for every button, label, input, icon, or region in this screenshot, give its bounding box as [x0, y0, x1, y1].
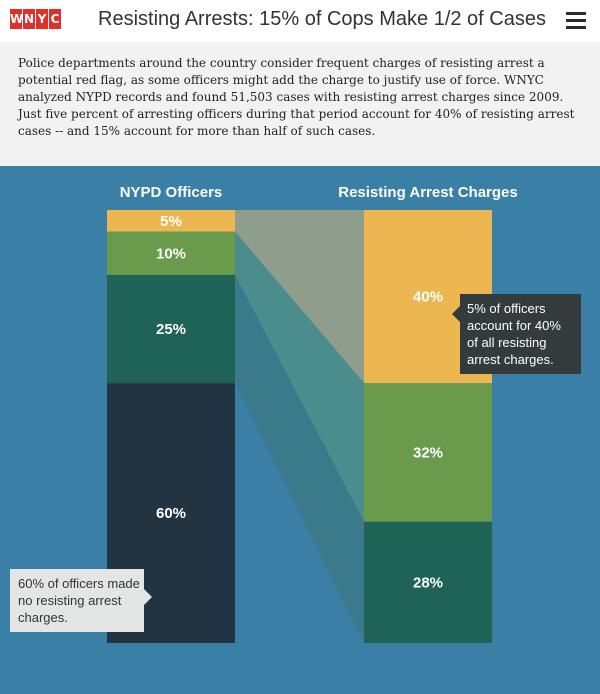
- flow-band-1: [235, 231, 364, 522]
- segment-label-1-2: 28%: [413, 574, 443, 591]
- logo-letter-w: W: [10, 9, 23, 29]
- column-title-0: NYPD Officers: [120, 184, 223, 201]
- chart-area: NYPD Officers 5% 10% 25% 60% Resisting Arrest…: [0, 166, 600, 694]
- hamburger-menu-icon[interactable]: [566, 12, 586, 30]
- bar-segment-1-1: [364, 383, 492, 522]
- column-title-1: Resisting Arrest Charges: [338, 184, 518, 201]
- segment-label-0-1: 10%: [156, 245, 186, 262]
- logo-letter-y: Y: [36, 9, 48, 29]
- flow-chart: NYPD Officers 5% 10% 25% 60% Resisting Arrest…: [107, 184, 518, 643]
- page-title: Resisting Arrests: 15% of Cops Make 1/2 …: [98, 8, 546, 30]
- intro-text: Police departments around the country co…: [18, 56, 575, 138]
- segment-label-1-1: 32%: [413, 444, 443, 461]
- bar-segment-1-2: [364, 521, 492, 643]
- annotation-top-five-percent: 5% of officers account for 40% of all re…: [452, 294, 581, 374]
- bar-segment-0-2: [107, 274, 235, 384]
- bar-segment-0-1: [107, 231, 235, 275]
- segment-label-0-2: 25%: [156, 321, 186, 338]
- logo-letter-c: C: [49, 9, 61, 29]
- segment-label-0-3: 60%: [156, 505, 186, 522]
- logo-letter-n: N: [23, 9, 35, 29]
- flow-band-0: [235, 210, 364, 384]
- segment-label-1-0: 40%: [413, 289, 443, 306]
- wnyc-logo[interactable]: W N Y C: [10, 9, 62, 29]
- flow-band-2: [235, 274, 364, 643]
- header-bar: W N Y C Resisting Arrests: 15% of Cops M…: [0, 0, 600, 42]
- intro-panel: Police departments around the country co…: [0, 42, 600, 166]
- segment-label-0-0: 5%: [160, 213, 182, 230]
- bar-segment-0-0: [107, 210, 235, 232]
- annotation-sixty-percent: 60% of officers made no resisting arrest…: [10, 569, 152, 632]
